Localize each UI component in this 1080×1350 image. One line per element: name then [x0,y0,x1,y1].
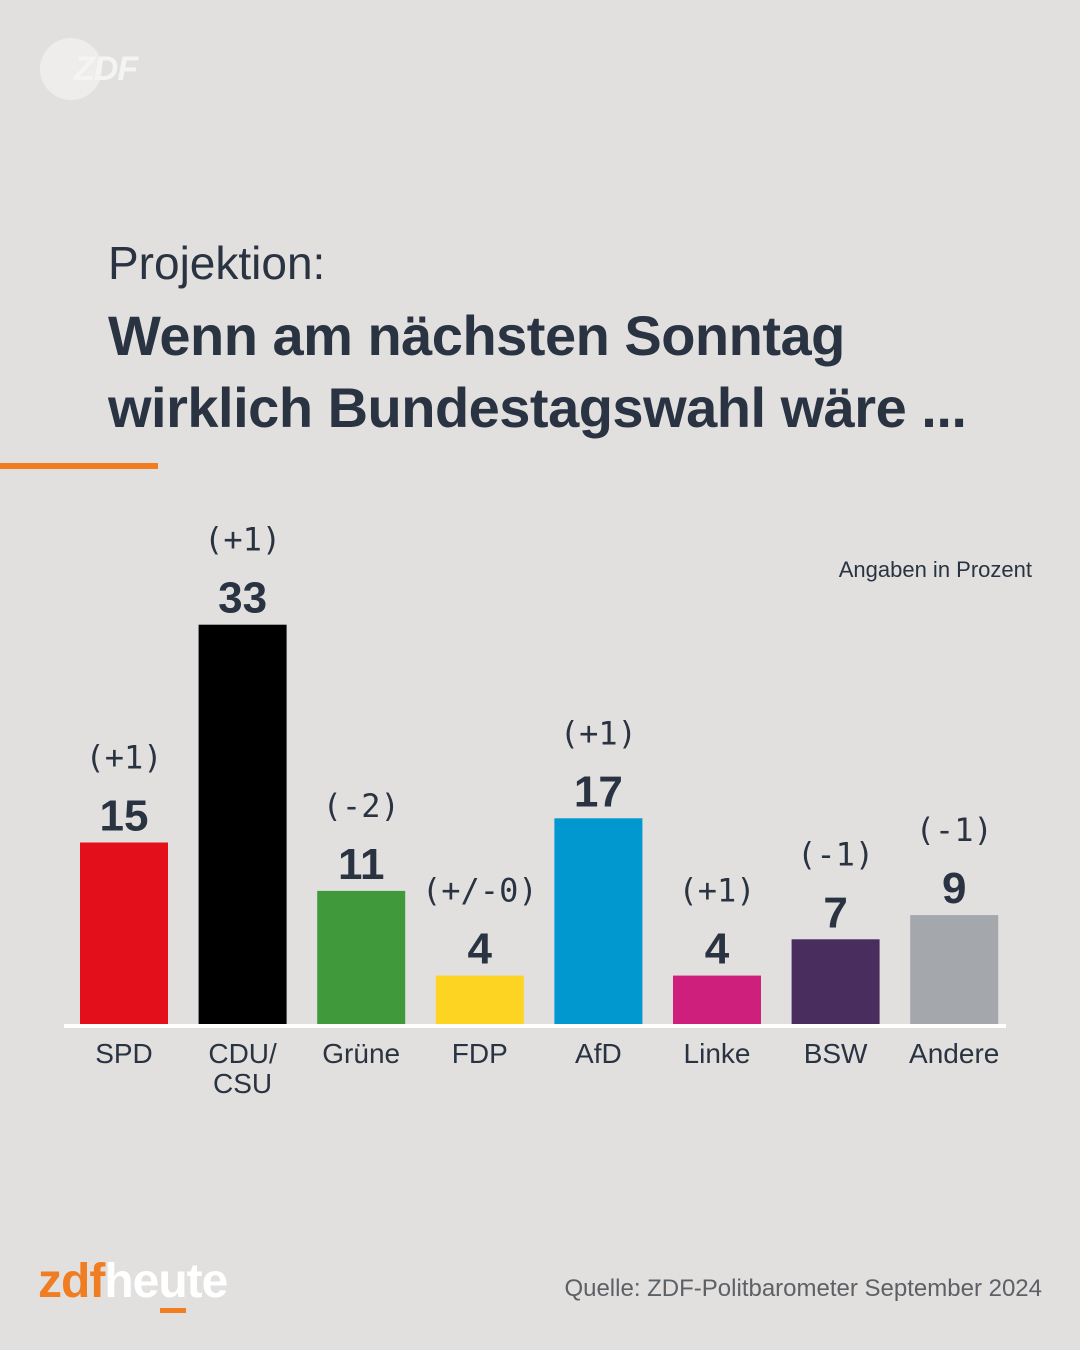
change-label-afd: (+1) [560,714,637,752]
category-label-grne: Grüne [322,1038,400,1069]
value-label-fdp: 4 [468,925,493,974]
bar-cducsu [198,624,287,1024]
chart-title-line-2: wirklich Bundestagswahl wäre ... [108,376,967,439]
bar-fdp [435,975,524,1024]
value-label-grne: 11 [338,840,385,889]
change-label-spd: (+1) [85,739,162,777]
x-axis-baseline [64,1024,1006,1028]
category-label-afd: AfD [575,1038,622,1069]
value-label-bsw: 7 [823,888,847,937]
zdfheute-logo-zdf: zdf [38,1255,105,1308]
zdf-watermark-logo: ZDF [40,38,160,102]
value-label-afd: 17 [574,767,623,816]
change-label-bsw: (-1) [797,835,874,873]
category-label-linke: Linke [684,1038,751,1069]
bar-afd [554,818,643,1024]
chart-title: Wenn am nächsten Sonntag wirklich Bundes… [108,300,1068,444]
change-label-linke: (+1) [678,872,755,910]
value-label-spd: 15 [100,792,149,841]
bar-grne [317,890,406,1024]
change-label-andere: (-1) [916,811,993,849]
chart-subtitle: Projektion: [108,237,326,289]
chart-title-line-1: Wenn am nächsten Sonntag [108,304,845,367]
zdfheute-logo: zdfheute [38,1254,228,1313]
accent-divider [0,463,158,469]
category-label-cducsu: CDU/ [208,1038,277,1069]
zdfheute-logo-heute: heute [104,1255,228,1308]
bar-andere [910,915,999,1024]
zdf-logo-circle-icon [40,38,102,100]
change-label-grne: (-2) [323,787,400,825]
bar-linke [673,975,761,1024]
category-label-fdp: FDP [452,1038,508,1069]
source-note: Quelle: ZDF-Politbarometer September 202… [564,1275,1042,1302]
value-label-cducsu: 33 [218,574,267,623]
category-label-andere: Andere [909,1038,999,1069]
value-label-linke: 4 [705,925,730,974]
change-label-fdp: (+/-0) [422,872,538,910]
change-label-cducsu: (+1) [204,521,281,559]
category-label-bsw: BSW [804,1038,868,1069]
zdf-logo-text: ZDF [74,50,138,88]
category-label-cducsu: CSU [213,1068,272,1099]
unit-note: Angaben in Prozent [838,557,1032,582]
value-label-andere: 9 [942,864,966,913]
category-label-spd: SPD [95,1038,153,1069]
bar-spd [80,842,168,1024]
zdfheute-logo-underline [160,1308,186,1313]
bar-bsw [791,939,880,1024]
